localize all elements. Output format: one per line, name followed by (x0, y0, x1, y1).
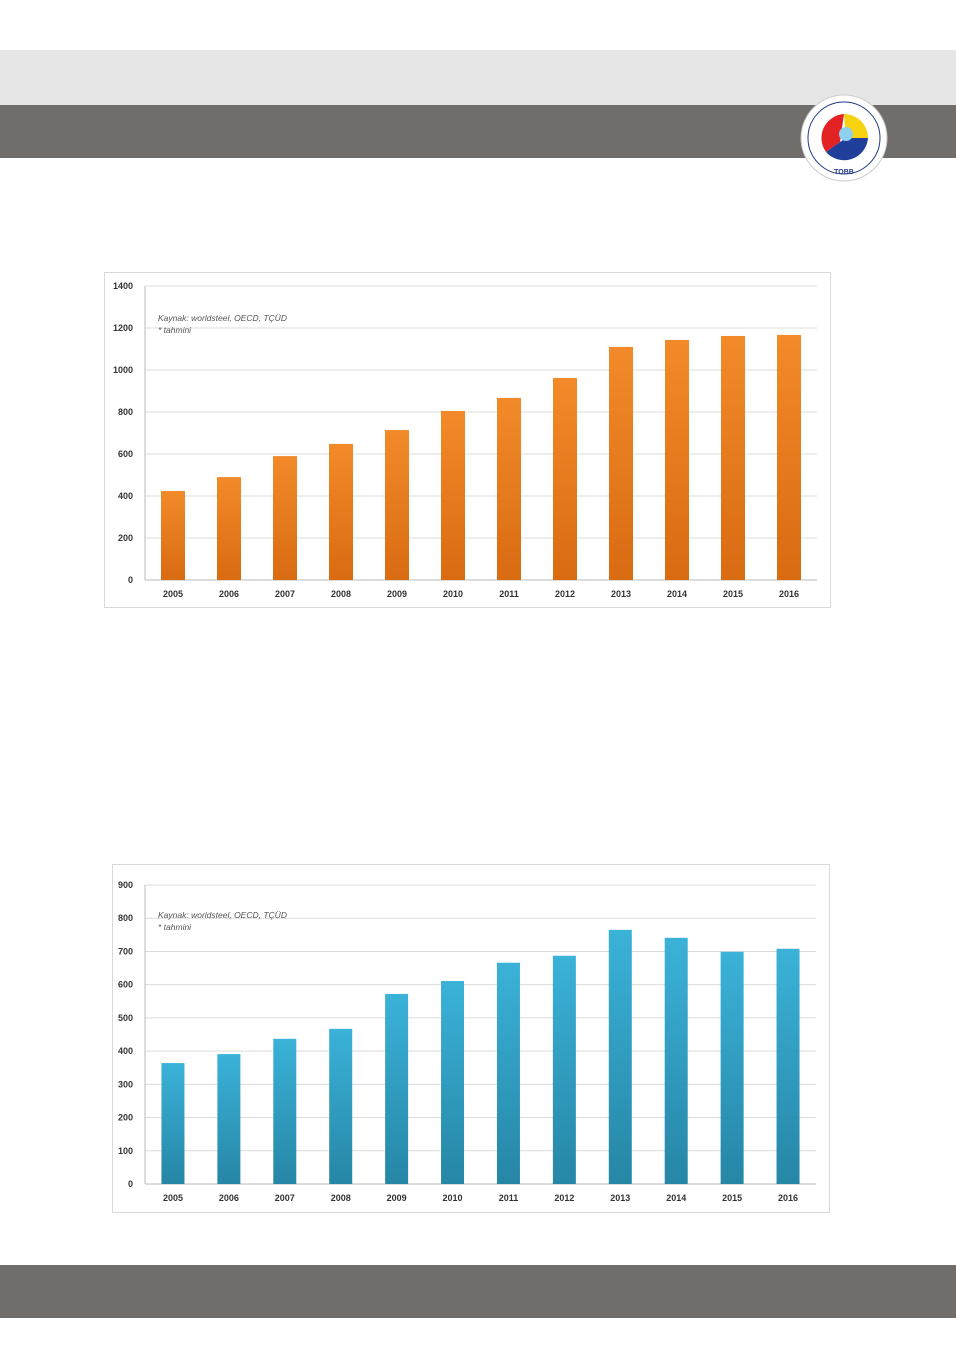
y-tick-label: 1000 (113, 365, 133, 375)
chart-1: 0 200 400 600 800 1000 1200 1400 2005 2006 2007 200… (104, 272, 831, 608)
x-tick-label: 2006 (219, 589, 239, 599)
x-tick-label: 2013 (611, 589, 631, 599)
bar-2012 (553, 377, 577, 580)
y-tick-label: 800 (118, 407, 133, 417)
x-tick-label: 2007 (275, 589, 295, 599)
source-annotation: Kaynak: worldsteel, OECD, TÇÜD (158, 313, 287, 323)
bar-2011 (497, 397, 521, 580)
bar-2015 (720, 951, 744, 1184)
bar-2006 (217, 1054, 241, 1184)
y-tick-label: 200 (118, 1113, 133, 1123)
y-tick-label: 700 (118, 946, 133, 956)
x-tick-label: 2010 (443, 1193, 463, 1203)
bar-2010 (441, 981, 465, 1184)
x-tick-label: 2016 (778, 1193, 798, 1203)
x-tick-label: 2009 (387, 589, 407, 599)
estimate-note: * tahmini (158, 922, 192, 932)
bar-2005 (161, 490, 185, 580)
bar-2014 (665, 339, 689, 580)
bar-2014 (664, 937, 688, 1184)
chart-2: 0 100 200 300 400 500 600 700 800 900 2005 2006 2007… (112, 864, 830, 1213)
x-tick-label: 2015 (723, 589, 743, 599)
bar-2015 (721, 335, 745, 580)
bar-2005 (161, 1063, 185, 1184)
bar-2013 (609, 346, 633, 580)
y-tick-label: 1200 (113, 323, 133, 333)
x-tick-label: 2014 (666, 1193, 686, 1203)
x-tick-label: 2007 (275, 1193, 295, 1203)
bar-2008 (329, 1028, 353, 1184)
y-tick-label: 0 (128, 1179, 133, 1189)
x-tick-label: 2006 (219, 1193, 239, 1203)
x-tick-label: 2016 (779, 589, 799, 599)
header-band-light (0, 50, 956, 105)
estimate-note: * tahmini (158, 325, 192, 335)
bar-2009 (385, 993, 409, 1184)
x-tick-label: 2005 (163, 1193, 183, 1203)
bar-2013 (608, 929, 632, 1184)
y-tick-label: 400 (118, 491, 133, 501)
x-tick-label: 2014 (667, 589, 687, 599)
y-tick-label: 200 (118, 533, 133, 543)
x-tick-label: 2011 (499, 1193, 519, 1203)
x-tick-label: 2010 (443, 589, 463, 599)
chart-svg: 0 100 200 300 400 500 600 700 800 900 2005 2006 2007… (118, 880, 816, 1203)
bar-2007 (273, 1038, 297, 1184)
footer-band (0, 1265, 956, 1318)
bar-2011 (496, 962, 520, 1184)
y-tick-label: 400 (118, 1046, 133, 1056)
bar-2016 (777, 334, 801, 580)
x-tick-label: 2005 (163, 589, 183, 599)
bar-2006 (217, 477, 241, 580)
header-band-dark (0, 105, 956, 158)
x-tick-label: 2013 (610, 1193, 630, 1203)
bar-2009 (385, 430, 409, 580)
x-tick-label: 2012 (555, 589, 575, 599)
tobb-logo: TOBB (800, 94, 888, 182)
bar-2016 (776, 948, 800, 1184)
x-tick-label: 2008 (331, 589, 351, 599)
x-tick-label: 2008 (331, 1193, 351, 1203)
y-tick-label: 900 (118, 880, 133, 890)
bar-2012 (552, 955, 576, 1184)
chart-svg: 0 200 400 600 800 1000 1200 1400 2005 2006 2007 200… (113, 281, 817, 599)
svg-text:TOBB: TOBB (834, 169, 854, 176)
bar-2010 (441, 410, 465, 580)
source-annotation: Kaynak: worldsteel, OECD, TÇÜD (158, 910, 287, 920)
y-tick-label: 0 (128, 575, 133, 585)
y-tick-label: 600 (118, 449, 133, 459)
x-tick-label: 2011 (499, 589, 519, 599)
y-tick-label: 800 (118, 913, 133, 923)
x-tick-label: 2009 (387, 1193, 407, 1203)
y-tick-label: 500 (118, 1013, 133, 1023)
y-tick-label: 100 (118, 1146, 133, 1156)
y-tick-label: 300 (118, 1079, 133, 1089)
x-tick-label: 2012 (554, 1193, 574, 1203)
y-tick-label: 600 (118, 980, 133, 990)
y-tick-label: 1400 (113, 281, 133, 291)
bar-2008 (329, 443, 353, 580)
x-tick-label: 2015 (722, 1193, 742, 1203)
bar-2007 (273, 456, 297, 580)
